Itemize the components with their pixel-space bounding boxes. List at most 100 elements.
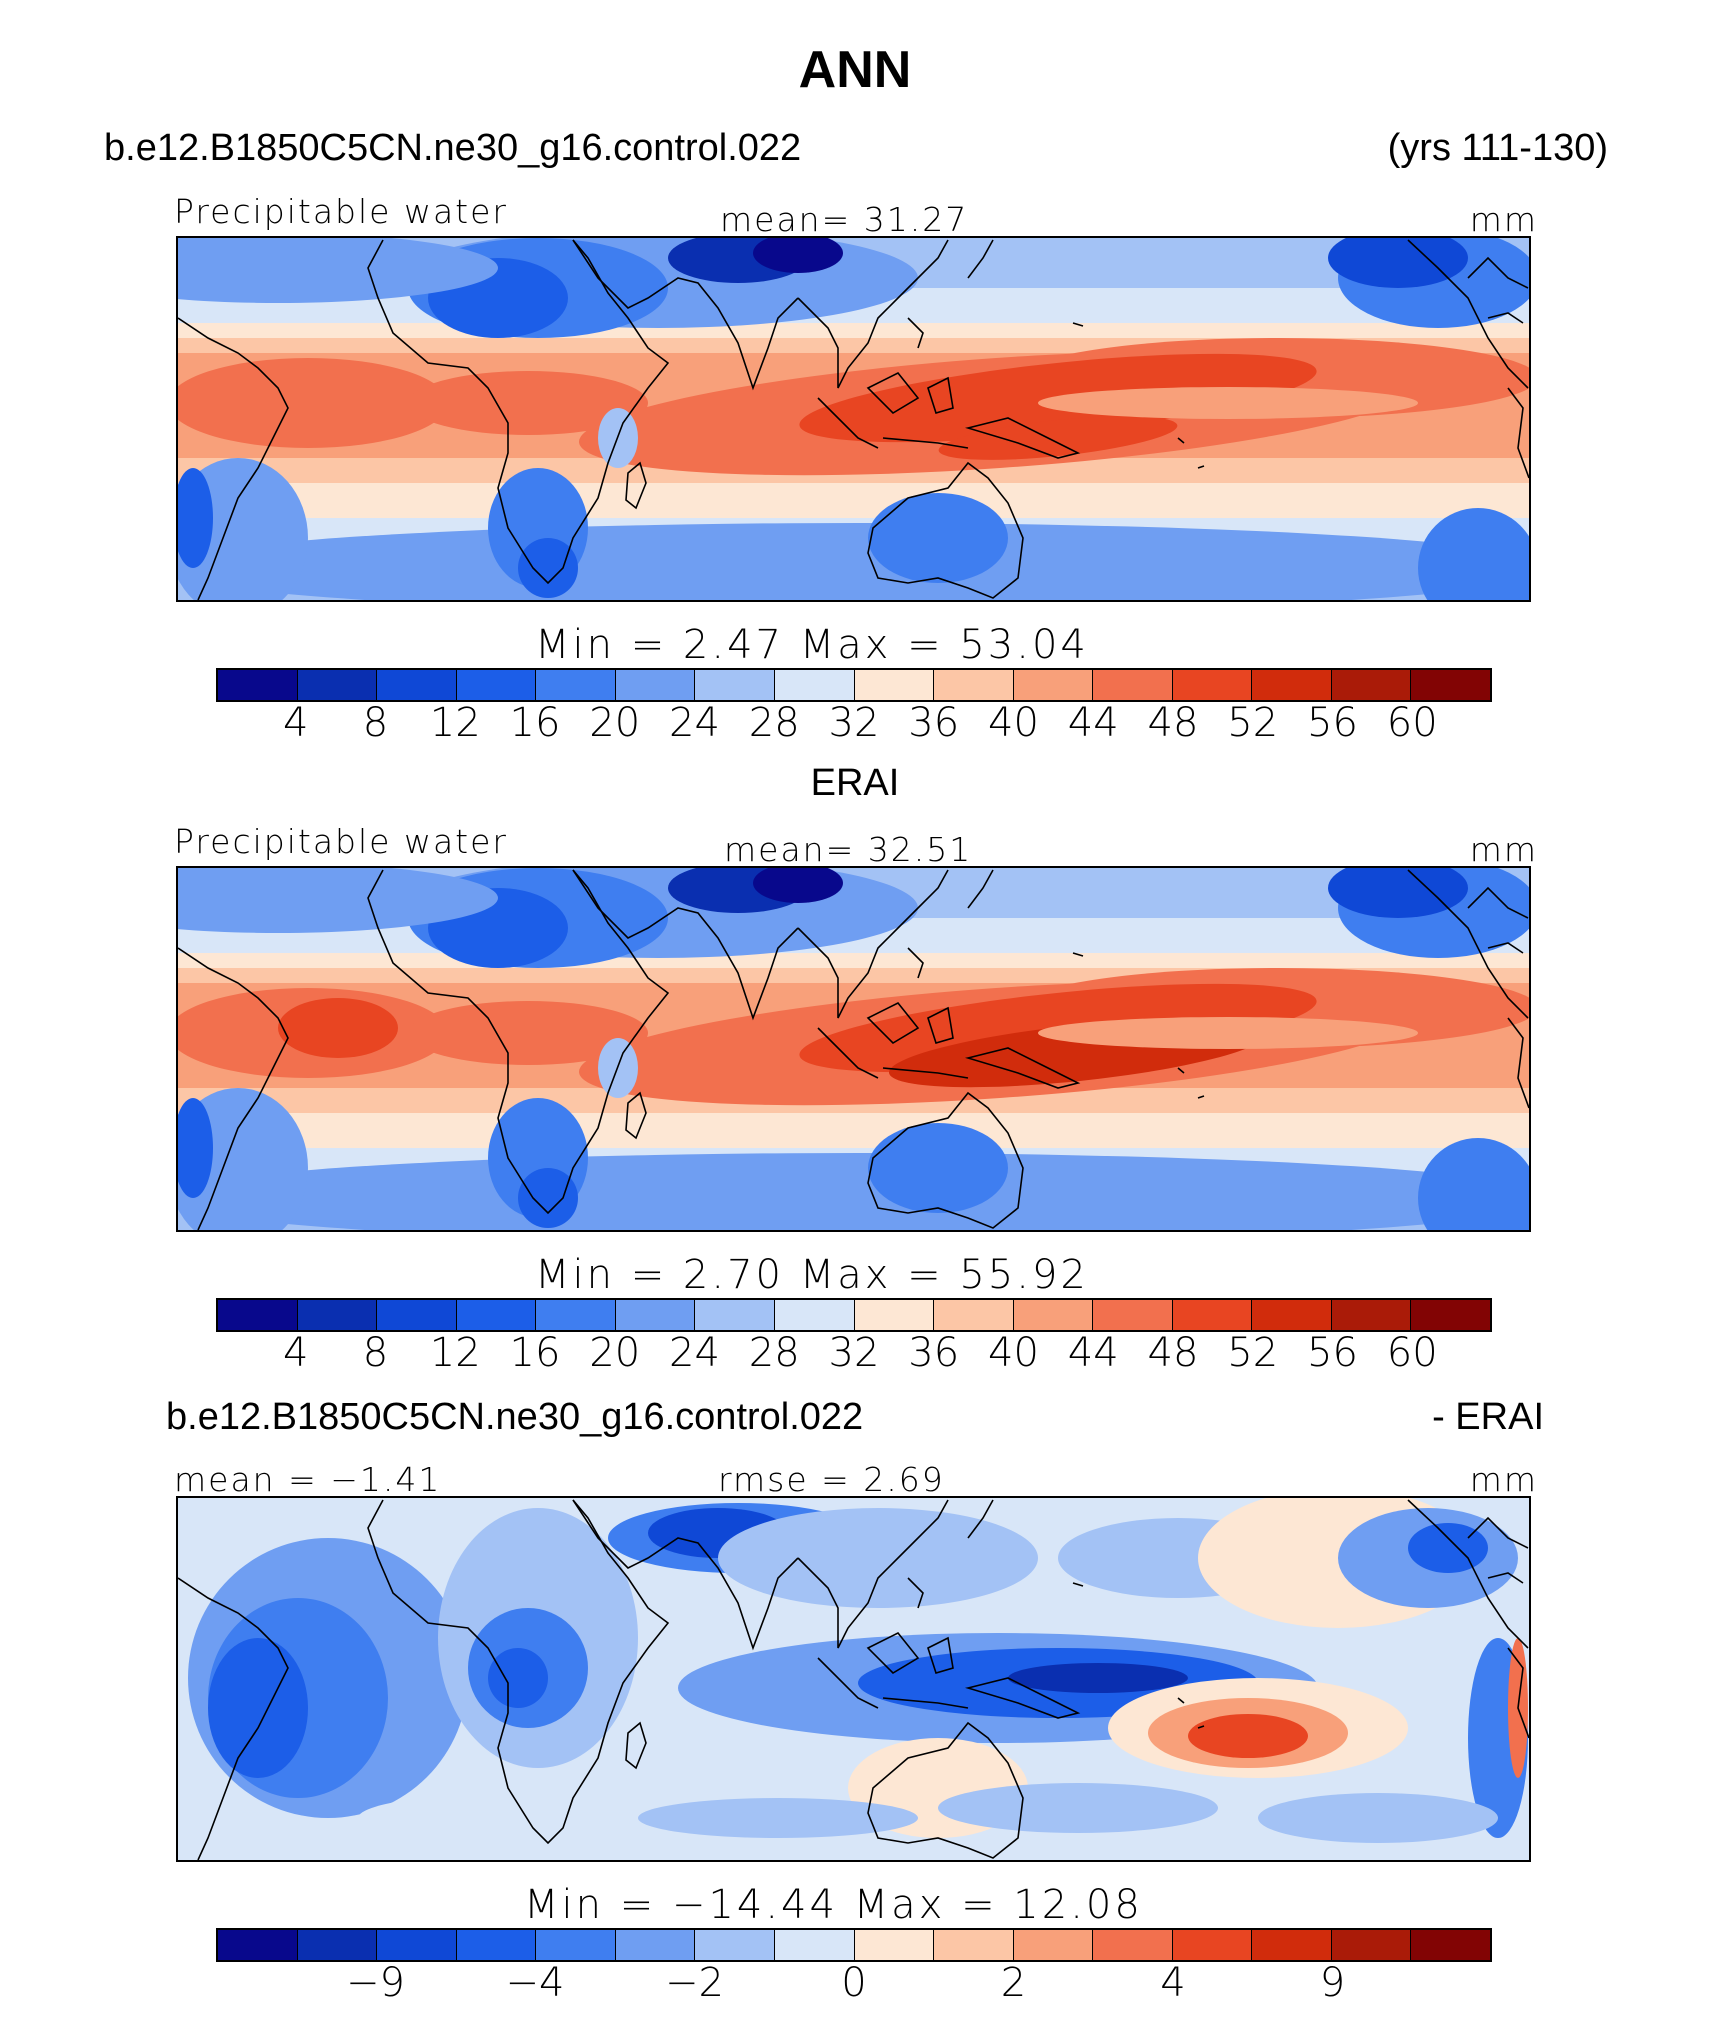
colorbar-tick-label: 48 [1147,1330,1199,1376]
colorbar-tick-label: 12 [429,700,481,746]
contour-field [408,1001,648,1065]
colorbar-swatch [297,1930,378,1960]
colorbar-tick-label: 40 [988,700,1039,746]
panel2-map [176,866,1531,1232]
colorbar-tick-label: −2 [665,1960,724,2006]
colorbar-swatch [1172,1300,1253,1330]
contour-field [1418,508,1529,600]
contour-field [1328,238,1468,288]
panel2-colorbar-ticks: 4 8 12 16 20 24 28 32 36 40 44 48 52 56 60 [0,1330,1710,1380]
contour-field [518,1168,578,1228]
panel2-variable-label: Precipitable water [174,822,508,861]
colorbar-swatch [297,670,378,700]
contour-field [1328,868,1468,918]
colorbar-tick-label: 60 [1386,700,1438,746]
colorbar-swatch [934,1930,1014,1960]
contour-field [1188,1714,1308,1758]
panel1-colorbar-ticks: 4 8 12 16 20 24 28 32 36 40 44 48 52 56 60 [0,700,1710,750]
panel1-map [176,236,1531,602]
contour-field [1418,1138,1529,1230]
panel3-section-title-left: b.e12.B1850C5CN.ne30_g16.control.022 [166,1396,864,1438]
contour-field [278,998,398,1058]
colorbar-swatch [615,1300,696,1330]
colorbar-swatch [854,1300,935,1330]
colorbar-tick-label: 8 [362,700,389,746]
contour-field [408,371,648,435]
figure-title: ANN [798,41,912,99]
contour-field [1258,1793,1498,1843]
colorbar-tick-label: 8 [362,1330,389,1376]
contour-field [638,1798,918,1838]
colorbar-tick-label: 24 [669,1330,720,1376]
colorbar-tick-label: 20 [589,700,641,746]
colorbar-tick-label: 44 [1067,700,1119,746]
contour-field [753,868,843,903]
colorbar-swatch [774,1930,855,1960]
colorbar-swatch [1252,1300,1332,1330]
contour-field [178,358,448,448]
panel3-rmse: rmse = 2.69 [718,1460,945,1499]
colorbar-swatch [934,670,1014,700]
colorbar-swatch [456,1930,537,1960]
colorbar-tick-label: 12 [429,1330,481,1376]
colorbar-swatch [615,670,696,700]
colorbar-tick-label: 32 [828,1330,880,1376]
colorbar-swatch [1093,1300,1173,1330]
colorbar-swatch [695,1300,775,1330]
contour-field [178,1098,213,1198]
contour-field [1408,1523,1488,1573]
coastline [178,239,1529,600]
colorbar-swatch [1331,1300,1412,1330]
contour-field [938,1783,1218,1833]
panel1-mean: mean= 31.27 [720,200,969,239]
colorbar-tick-label: 36 [908,700,960,746]
colorbar-swatch [934,1300,1014,1330]
contour-field [208,1638,308,1778]
colorbar-swatch [695,670,775,700]
contour-field [1038,1017,1418,1049]
colorbar-swatch [854,670,935,700]
panel2-section-title: ERAI [810,762,900,804]
panel3-units: mm [1469,1460,1538,1499]
colorbar-tick-label: 16 [509,700,561,746]
colorbar-tick-label: 2 [1000,1960,1027,2006]
colorbar-swatch [1013,1930,1094,1960]
contour-field [178,238,498,303]
colorbar-swatch [1172,1930,1253,1960]
panel1-units: mm [1469,200,1538,239]
contour-field [938,416,1178,460]
colorbar-swatch [377,670,457,700]
colorbar-tick-label: 36 [908,1330,960,1376]
colorbar-tick-label: 52 [1227,700,1279,746]
colorbar-tick-label: 4 [1160,1960,1186,2006]
colorbar-swatch [615,1930,696,1960]
colorbar-tick-label: −9 [346,1960,405,2006]
colorbar-tick-label: 4 [283,1330,309,1376]
colorbar-tick-label: 32 [828,700,880,746]
colorbar-swatch [1411,670,1490,700]
colorbar-tick-label: 24 [669,700,720,746]
colorbar-tick-label: 56 [1307,1330,1358,1376]
colorbar-swatch [536,1300,616,1330]
colorbar-swatch [1093,670,1173,700]
colorbar-swatch [377,1300,457,1330]
panel1-variable-label: Precipitable water [174,192,508,231]
colorbar-swatch [218,1930,298,1960]
contour-field [488,1648,548,1708]
colorbar-swatch [1013,1300,1094,1330]
panel3-section-title-right: - ERAI [1432,1396,1544,1438]
panel3-colorbar [216,1928,1492,1962]
colorbar-tick-label: 40 [988,1330,1039,1376]
colorbar-swatch [1411,1930,1490,1960]
panel3-minmax: Min = −14.44 Max = 12.08 [524,1882,1143,1928]
colorbar-tick-label: 60 [1386,1330,1438,1376]
coastline [178,869,1529,1230]
panel1-colorbar [216,668,1492,702]
case-name: b.e12.B1850C5CN.ne30_g16.control.022 [104,127,802,169]
colorbar-tick-label: 48 [1147,700,1199,746]
panel2-colorbar [216,1298,1492,1332]
colorbar-tick-label: 44 [1067,1330,1119,1376]
panel3-colorbar-ticks: −9 −4 −2 0 2 4 9 [0,1960,1710,2010]
years-label: (yrs 111-130) [1387,127,1608,169]
panel3-mean: mean = −1.41 [174,1460,442,1499]
